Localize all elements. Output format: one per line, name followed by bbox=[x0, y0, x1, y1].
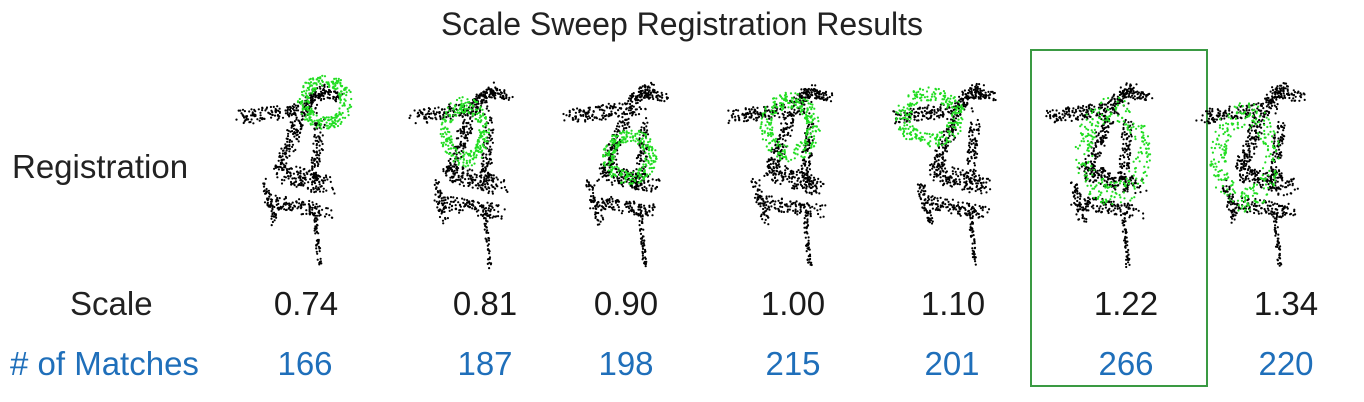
point-cloud-plot-6 bbox=[1195, 82, 1306, 267]
scale-value-4: 1.10 bbox=[920, 285, 986, 322]
match-count-2: 198 bbox=[598, 345, 654, 382]
scale-value-5: 1.22 bbox=[1093, 285, 1159, 322]
scale-value-6: 1.34 bbox=[1253, 285, 1319, 322]
registration-panel-5 bbox=[1028, 62, 1208, 274]
registration-panel-6 bbox=[1180, 62, 1360, 274]
match-count-5: 266 bbox=[1098, 345, 1154, 382]
registration-panel-1 bbox=[390, 62, 570, 274]
point-cloud-plot-1 bbox=[408, 81, 514, 270]
point-cloud-plot-0 bbox=[235, 74, 353, 266]
scale-value-0: 0.74 bbox=[273, 285, 339, 322]
match-count-6: 220 bbox=[1258, 345, 1314, 382]
registration-panel-4 bbox=[875, 62, 1055, 274]
match-count-0: 166 bbox=[277, 345, 333, 382]
row-label-registration: Registration bbox=[12, 148, 189, 185]
match-count-4: 201 bbox=[924, 345, 980, 382]
scale-value-2: 0.90 bbox=[593, 285, 659, 322]
row-label-matches: # of Matches bbox=[10, 345, 199, 382]
match-count-1: 187 bbox=[457, 345, 513, 382]
point-cloud-plot-4 bbox=[892, 82, 997, 266]
registration-panel-2 bbox=[545, 62, 725, 274]
point-cloud-plot-3 bbox=[727, 84, 834, 267]
figure-title: Scale Sweep Registration Results bbox=[440, 6, 923, 42]
best-result-highlight-box bbox=[1030, 49, 1208, 387]
registration-panel-3 bbox=[710, 62, 890, 274]
point-cloud-plot-5 bbox=[1045, 82, 1154, 269]
scale-value-3: 1.00 bbox=[760, 285, 826, 322]
registration-panel-0 bbox=[220, 62, 400, 274]
row-label-scale: Scale bbox=[70, 285, 153, 322]
match-count-3: 215 bbox=[765, 345, 821, 382]
scale-value-1: 0.81 bbox=[452, 285, 518, 322]
point-cloud-plot-2 bbox=[562, 81, 669, 268]
